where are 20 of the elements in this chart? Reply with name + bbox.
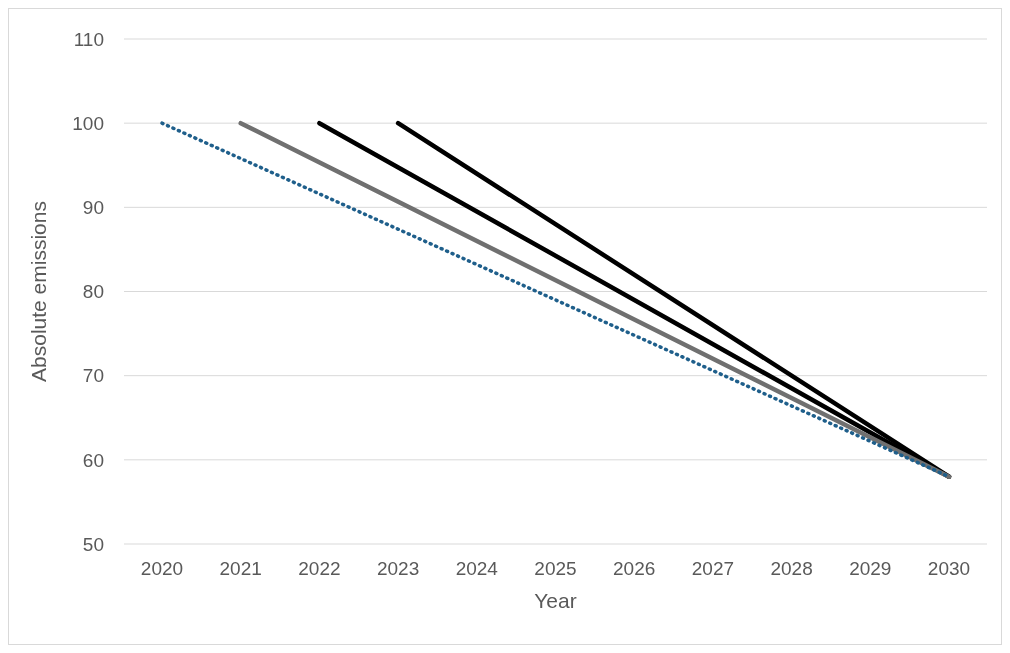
x-tick-label: 2025	[534, 558, 577, 580]
y-tick-label: 50	[82, 533, 104, 555]
y-tick-label: 60	[82, 449, 104, 471]
y-tick-label: 70	[82, 365, 104, 387]
x-tick-label: 2020	[140, 558, 184, 580]
x-tick-label: 2029	[849, 558, 892, 580]
x-tick-label: 2022	[298, 558, 341, 580]
y-tick-label: 90	[82, 197, 104, 219]
y-tick-label: 100	[72, 112, 104, 134]
y-axis-title: Absolute emissions	[27, 201, 51, 382]
y-tick-label: 80	[82, 281, 104, 303]
x-tick-label: 2024	[455, 558, 499, 580]
x-tick-label: 2027	[691, 558, 735, 580]
x-tick-label: 2028	[770, 558, 813, 580]
x-axis-title: Year	[534, 589, 577, 612]
x-tick-label: 2030	[927, 558, 971, 580]
x-tick-label: 2026	[613, 558, 656, 580]
x-tick-label: 2021	[219, 558, 262, 580]
x-tick-label: 2023	[376, 558, 420, 580]
y-tick-label: 110	[73, 28, 104, 50]
